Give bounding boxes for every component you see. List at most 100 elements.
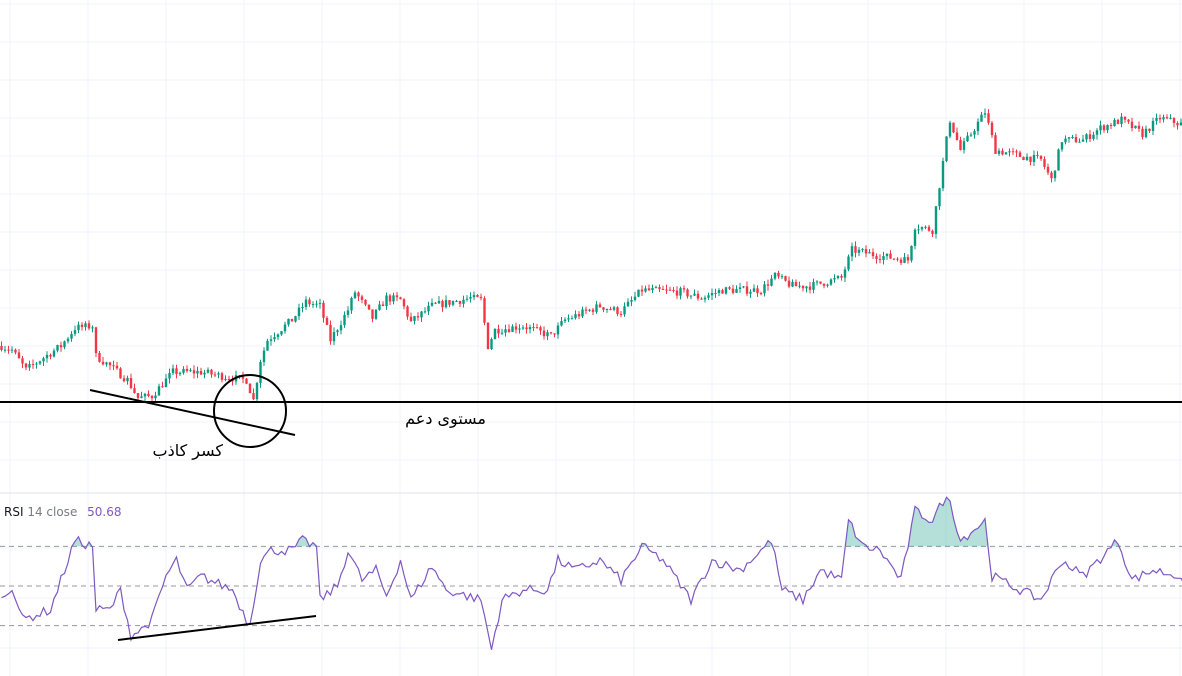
- candle-body: [479, 296, 483, 299]
- candle-body: [357, 292, 360, 297]
- candle-body: [70, 333, 73, 339]
- candle-body: [861, 249, 864, 251]
- candle-body: [497, 328, 500, 334]
- candle-body: [1008, 151, 1011, 153]
- candle-body: [637, 289, 640, 297]
- candle-body: [826, 284, 829, 286]
- candle-body: [749, 291, 752, 294]
- candle-body: [157, 386, 161, 396]
- candle-body: [147, 393, 150, 396]
- candle-body: [952, 122, 955, 133]
- overbought-fill-segment: [943, 497, 947, 547]
- overbought-fill-segment: [950, 500, 954, 547]
- candle-body: [924, 226, 927, 228]
- candle-body: [1043, 159, 1046, 167]
- candle-body: [297, 307, 301, 317]
- candle-body: [556, 325, 560, 335]
- candle-body: [476, 294, 479, 297]
- candle-body: [38, 361, 42, 364]
- candle-body: [206, 369, 210, 373]
- candle-body: [367, 304, 371, 310]
- candle-body: [385, 295, 388, 307]
- overbought-fill-segment: [75, 536, 79, 547]
- candle-body: [574, 314, 577, 319]
- candle-body: [98, 352, 101, 362]
- candle-body: [28, 364, 31, 368]
- candle-body: [437, 300, 441, 304]
- candle-body: [654, 287, 658, 289]
- candle-body: [847, 256, 850, 270]
- candle-body: [161, 386, 164, 388]
- candle-body: [245, 378, 248, 384]
- price-trendline[interactable]: [89, 389, 296, 436]
- candle-body: [420, 311, 423, 318]
- false-break-circle[interactable]: [213, 374, 287, 448]
- candle-body: [822, 283, 826, 286]
- overbought-fill-segment: [299, 535, 303, 547]
- candle-body: [798, 285, 801, 287]
- candle-body: [332, 332, 336, 342]
- candle-body: [850, 246, 854, 257]
- candle-body: [105, 362, 108, 365]
- candle-body: [122, 378, 126, 382]
- candle-body: [672, 290, 675, 292]
- candle-body: [896, 258, 899, 260]
- candle-body: [577, 314, 581, 317]
- candle-body: [10, 349, 14, 351]
- candle-body: [665, 289, 668, 291]
- candle-body: [836, 275, 840, 279]
- candle-body: [430, 302, 434, 306]
- candle-body: [374, 309, 378, 319]
- candle-body: [955, 132, 959, 140]
- candle-body: [640, 289, 644, 292]
- candle-body: [1130, 121, 1134, 129]
- candle-body: [808, 286, 812, 290]
- candle-body: [644, 288, 647, 292]
- candle-body: [791, 282, 794, 287]
- candle-body: [833, 278, 836, 280]
- candle-body: [140, 396, 143, 399]
- rsi-legend[interactable]: RSI 14 close 50.68: [4, 505, 122, 519]
- rsi-value: 50.68: [87, 505, 122, 519]
- candle-body: [1127, 119, 1130, 122]
- candle-body: [619, 314, 623, 316]
- candle-body: [780, 276, 784, 278]
- candle-body: [1004, 152, 1008, 155]
- candle-body: [1165, 117, 1169, 119]
- candle-body: [528, 327, 532, 330]
- candle-body: [889, 253, 892, 259]
- candle-body: [1158, 117, 1162, 120]
- overbought-fill-segment: [971, 529, 975, 547]
- candle-body: [483, 298, 486, 323]
- candle-body: [994, 135, 997, 154]
- candle-body: [626, 301, 630, 307]
- rsi-trendline[interactable]: [117, 615, 317, 641]
- candle-body: [1032, 154, 1036, 162]
- overbought-fill-segment: [918, 509, 922, 547]
- candle-body: [150, 395, 154, 399]
- candle-body: [885, 253, 889, 257]
- candle-body: [910, 245, 913, 261]
- candle-body: [633, 296, 637, 301]
- candle-body: [630, 300, 633, 302]
- candle-body: [1092, 134, 1095, 139]
- candle-body: [31, 364, 35, 366]
- overbought-fill-segment: [859, 540, 863, 547]
- candle-body: [539, 327, 542, 331]
- candle-body: [395, 295, 399, 298]
- candle-body: [976, 121, 980, 132]
- candle-body: [1050, 172, 1053, 179]
- candle-body: [451, 301, 455, 305]
- candle-body: [801, 285, 805, 289]
- candle-body: [252, 393, 255, 400]
- overbought-fill-segment: [936, 503, 940, 547]
- candle-body: [318, 302, 322, 304]
- candle-body: [115, 365, 119, 369]
- candle-body: [507, 329, 511, 332]
- candle-body: [1120, 116, 1123, 124]
- candle-body: [413, 316, 416, 321]
- candle-body: [700, 298, 703, 300]
- overbought-fill-segment: [946, 497, 950, 547]
- candle-body: [1078, 141, 1081, 143]
